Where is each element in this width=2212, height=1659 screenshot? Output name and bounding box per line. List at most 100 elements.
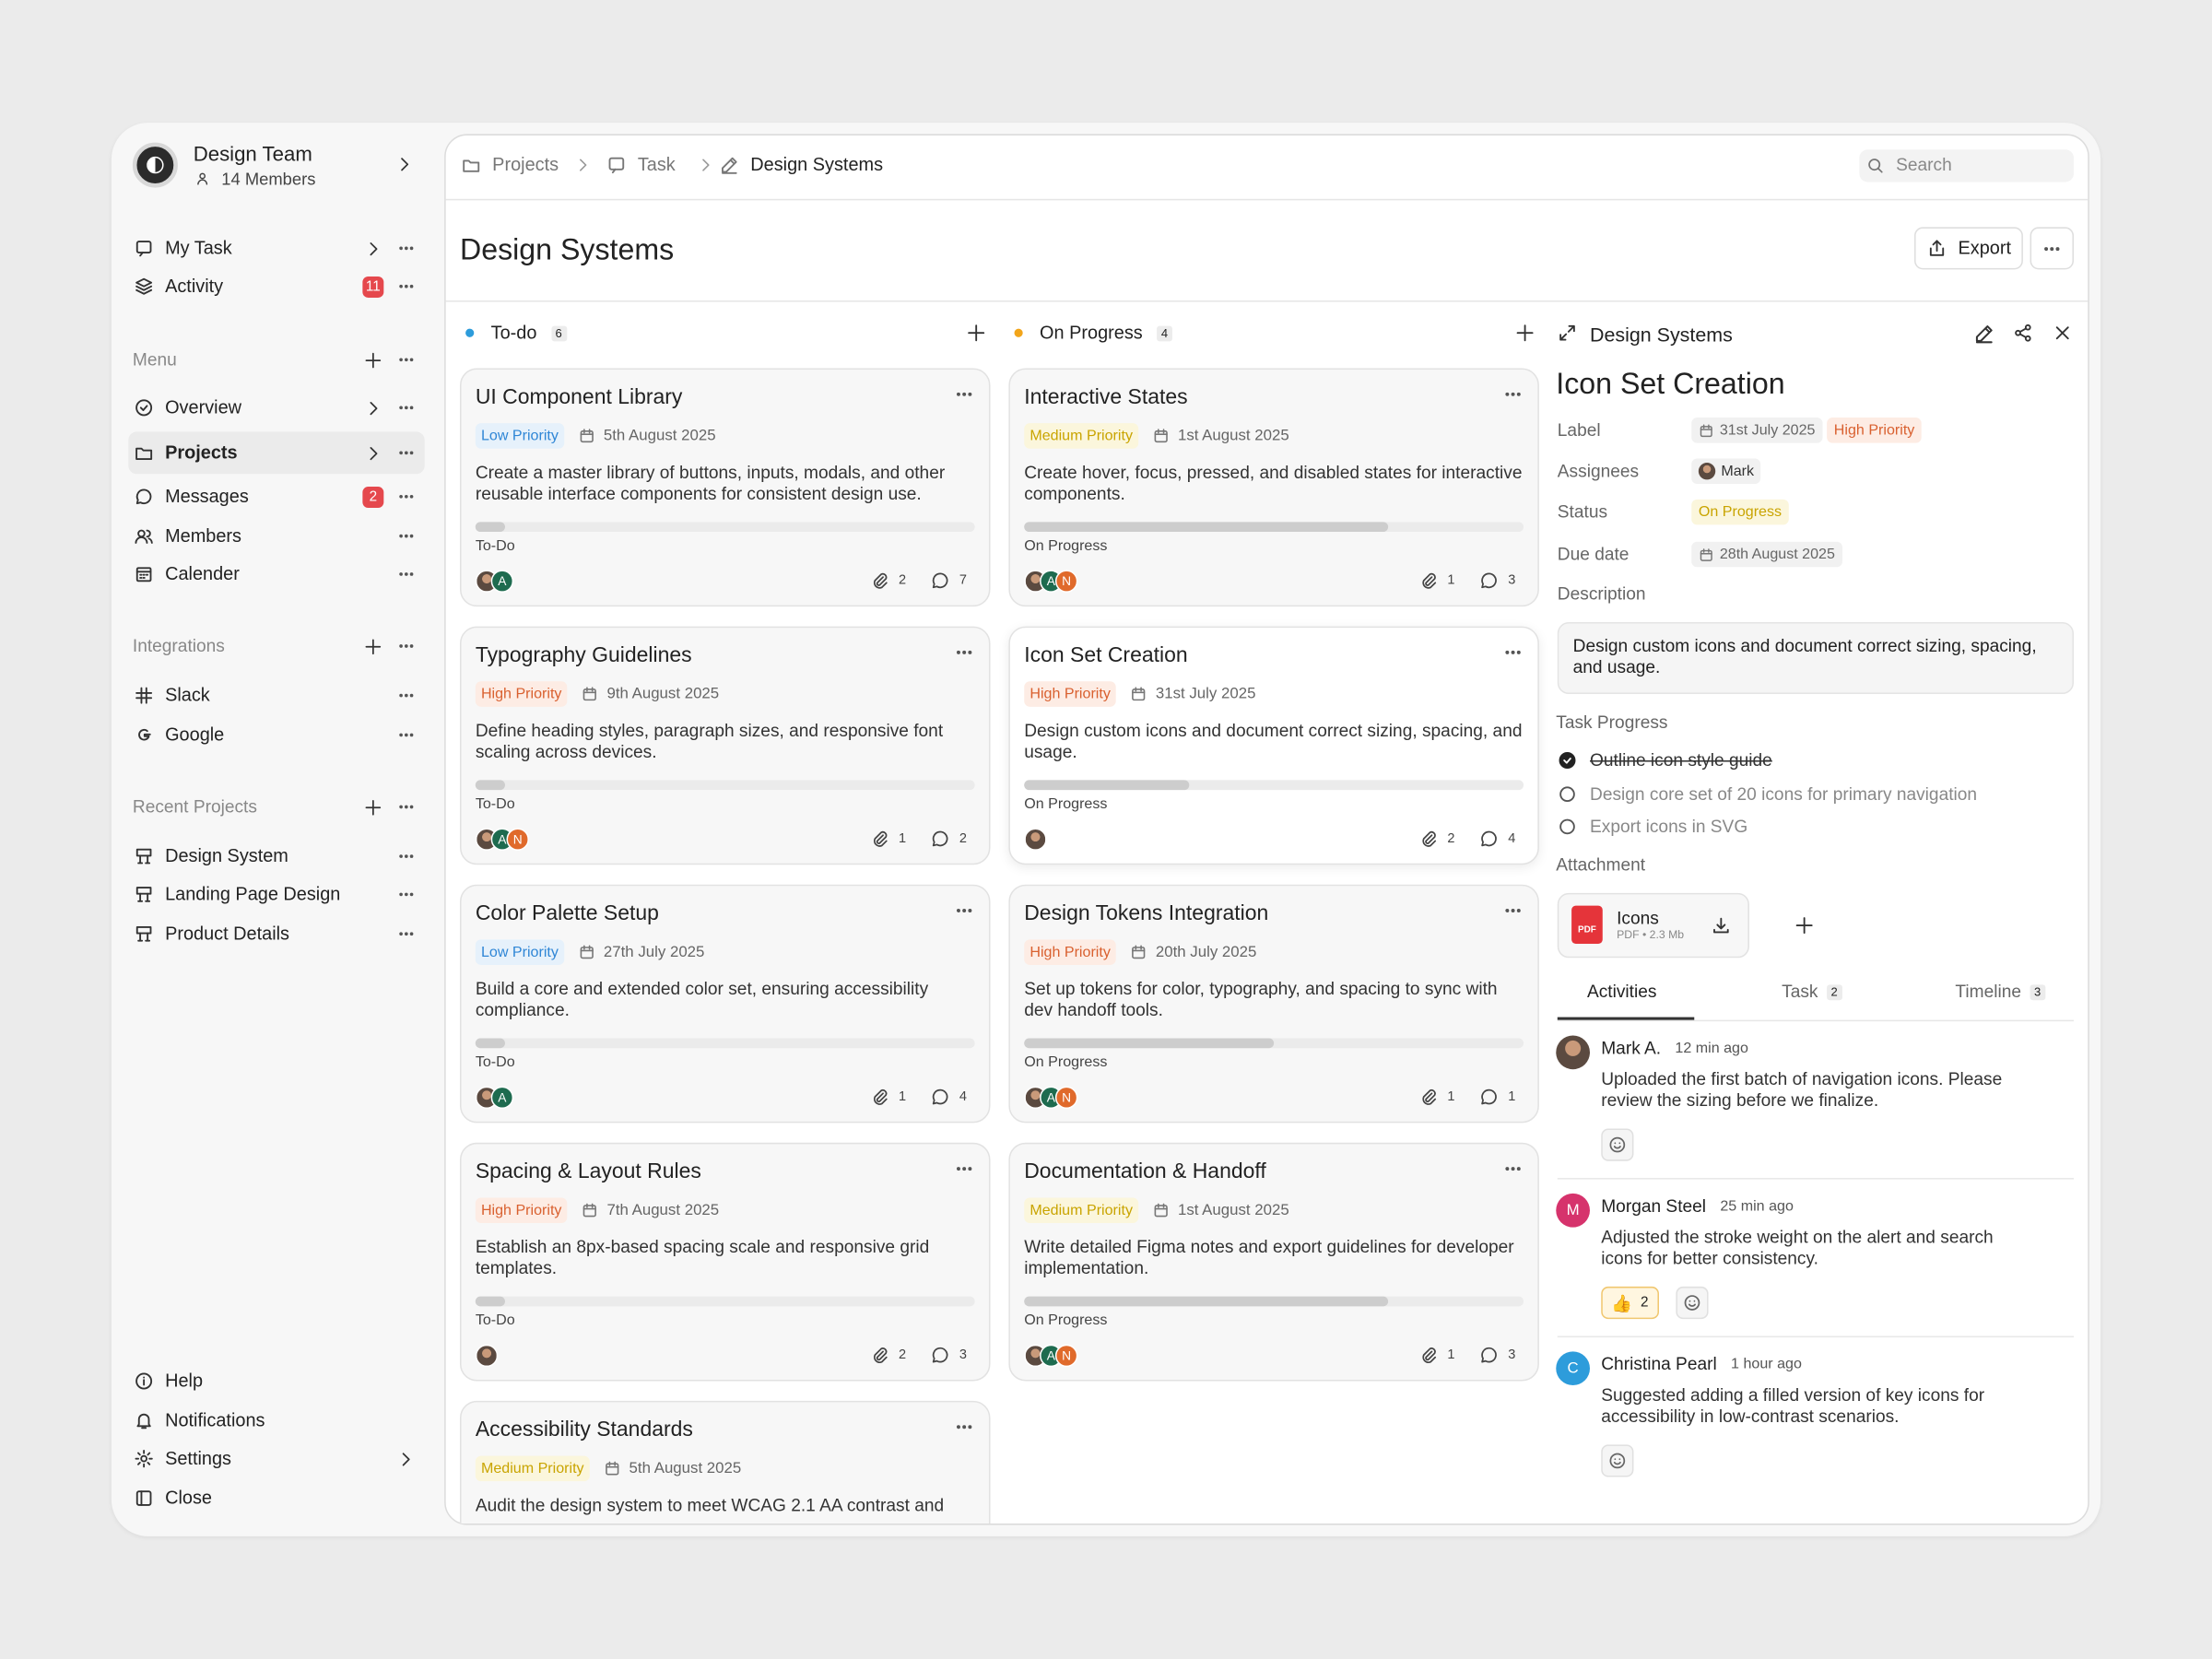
icon[interactable]: [398, 527, 415, 544]
icon[interactable]: [2053, 324, 2072, 343]
icon-part: [409, 644, 414, 648]
icon[interactable]: [1794, 915, 1814, 935]
icon[interactable]: [398, 886, 415, 902]
icon-part: [135, 571, 152, 579]
icon[interactable]: [398, 351, 415, 368]
icon-part: [135, 925, 152, 942]
icon-part: [1511, 1167, 1515, 1171]
icon-part: [138, 728, 151, 741]
icon[interactable]: [1504, 643, 1523, 662]
icon[interactable]: [1504, 901, 1523, 920]
icon-part: [1609, 1453, 1626, 1469]
icon-part: [399, 854, 403, 858]
icon[interactable]: [955, 1418, 973, 1436]
task-card[interactable]: Documentation & Handoff Medium Priority 1s…: [1008, 1142, 1539, 1382]
task-card[interactable]: Icon Set Creation High Priority 31st July …: [1008, 626, 1539, 865]
icon[interactable]: [396, 1450, 415, 1468]
icon[interactable]: [955, 901, 973, 920]
progress-fill: [475, 1038, 506, 1049]
icon-part: [932, 830, 948, 847]
add-reaction[interactable]: [1601, 1128, 1634, 1161]
icon: [1480, 830, 1499, 848]
more-button[interactable]: [2030, 227, 2074, 270]
icon[interactable]: [955, 643, 973, 662]
icon-part: [606, 1461, 619, 1476]
search-box[interactable]: [1859, 149, 2074, 182]
icon-part: [1132, 688, 1146, 701]
icon: [606, 155, 626, 174]
icon-part: [135, 567, 152, 582]
icon[interactable]: [398, 488, 415, 505]
task-card[interactable]: Accessibility Standards Medium Priority 5t…: [459, 1400, 991, 1524]
icon[interactable]: [1712, 915, 1731, 935]
icon[interactable]: [398, 399, 415, 416]
icon[interactable]: [1558, 324, 1577, 343]
icon-part: [409, 733, 414, 737]
icon-part: [608, 157, 625, 174]
icon-part: [1154, 1203, 1168, 1210]
icon[interactable]: [955, 385, 973, 404]
icon[interactable]: [966, 324, 985, 343]
icon-part: [399, 932, 414, 936]
icon-part: [1511, 392, 1515, 396]
icon-part: [409, 494, 414, 499]
card-status: On Progress: [1024, 1053, 1108, 1071]
icon[interactable]: [398, 566, 415, 582]
priority-tag: Medium Priority: [1024, 1197, 1139, 1224]
icon[interactable]: [364, 798, 382, 817]
icon-part: [399, 572, 414, 576]
icon[interactable]: [1558, 784, 1577, 804]
icon[interactable]: [398, 638, 415, 654]
task-card[interactable]: Design Tokens Integration High Priority 20…: [1008, 884, 1539, 1124]
icon[interactable]: [398, 925, 415, 942]
icon[interactable]: [364, 239, 382, 257]
icon-part: [1154, 429, 1168, 436]
icon[interactable]: [2013, 324, 2032, 343]
icon-part: [962, 1167, 967, 1171]
icon[interactable]: [1558, 817, 1577, 836]
icon[interactable]: [364, 637, 382, 655]
card-date: 31st July 2025: [1155, 685, 1256, 703]
icon-part: [606, 1463, 619, 1476]
add-reaction[interactable]: [1601, 1444, 1634, 1477]
icon-part: [1481, 1347, 1497, 1363]
icon[interactable]: [1504, 1159, 1523, 1178]
icon[interactable]: [1515, 324, 1535, 343]
task-card[interactable]: UI Component Library Low Priority 5th Augu…: [459, 368, 991, 607]
card-date: 7th August 2025: [606, 1202, 720, 1219]
icon-part: [409, 246, 414, 251]
export-button[interactable]: [1914, 227, 2023, 270]
icon-part: [370, 241, 378, 255]
icon-part: [135, 1450, 153, 1468]
comment-count: 4: [1508, 830, 1516, 847]
reaction[interactable]: 👍 2: [1601, 1286, 1659, 1320]
icon[interactable]: [364, 398, 382, 417]
icon-part: [932, 572, 948, 589]
icon-part: [873, 572, 888, 589]
icon[interactable]: [364, 443, 382, 462]
section-title: Recent Projects: [132, 796, 257, 818]
icon-part: [962, 909, 967, 912]
icon: [1419, 1346, 1438, 1364]
icon[interactable]: [398, 848, 415, 865]
task-card[interactable]: Interactive States Medium Priority 1st Aug…: [1008, 368, 1539, 607]
icon[interactable]: [398, 687, 415, 703]
task-card[interactable]: Spacing & Layout Rules High Priority 7th A…: [459, 1142, 991, 1382]
icon-part: [404, 644, 408, 648]
icon[interactable]: [398, 726, 415, 743]
add-reaction[interactable]: [1675, 1286, 1708, 1320]
icon[interactable]: [364, 350, 382, 369]
task-card[interactable]: Color Palette Setup Low Priority 27th July…: [459, 884, 991, 1124]
icon[interactable]: [398, 278, 415, 295]
icon: [1419, 830, 1438, 848]
icon[interactable]: [1973, 324, 1994, 345]
icon[interactable]: [398, 240, 415, 256]
task-card[interactable]: Typography Guidelines High Priority 9th Au…: [459, 626, 991, 865]
icon[interactable]: [1558, 750, 1577, 770]
card-description: Create hover, focus, pressed, and disabl…: [1024, 463, 1523, 504]
icon[interactable]: [398, 444, 415, 461]
icon[interactable]: [955, 1159, 973, 1178]
icon[interactable]: [398, 798, 415, 815]
icon[interactable]: [1504, 385, 1523, 404]
avatar: A: [490, 1086, 514, 1110]
